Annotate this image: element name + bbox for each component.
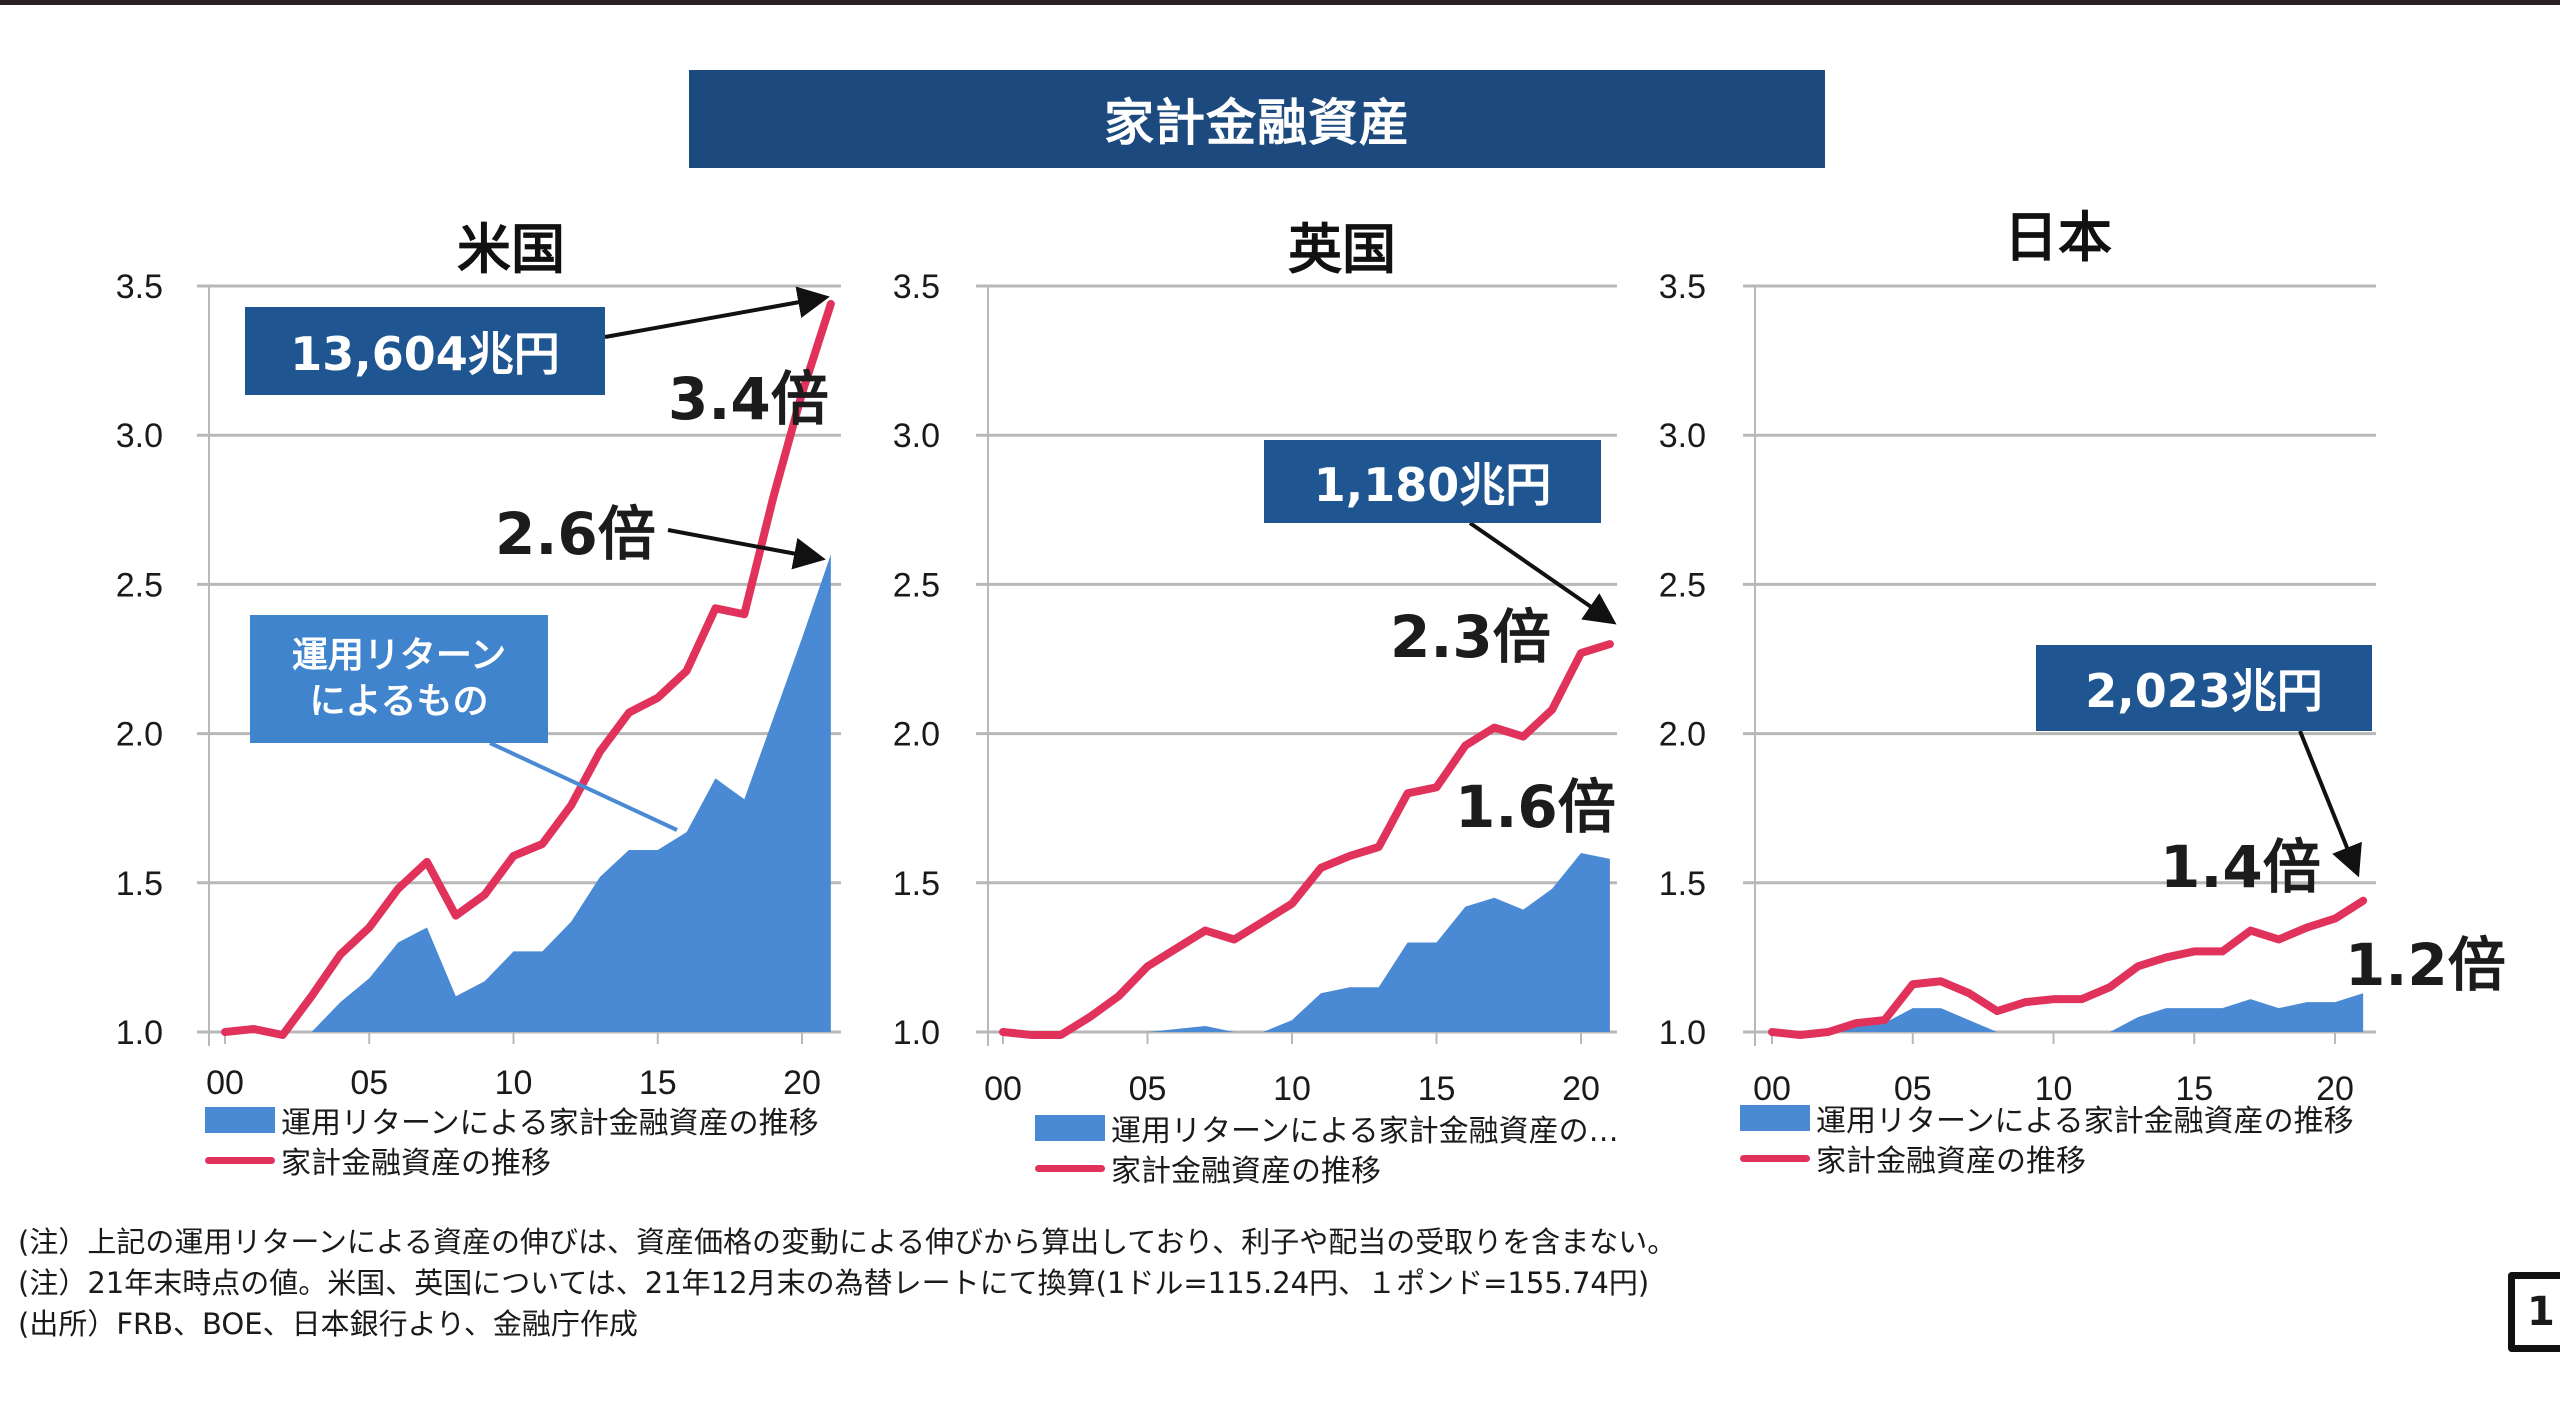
- line-series-total: [1768, 896, 2368, 1039]
- x-tick-label: 00: [984, 1070, 1022, 1108]
- legend-label: 運用リターンによる家計金融資産の推移: [281, 1106, 819, 1141]
- x-tick-label: 10: [1273, 1070, 1311, 1108]
- page-title: 家計金融資産: [1104, 94, 1410, 152]
- legend-item-line: 家計金融資産の推移: [1740, 1138, 2354, 1179]
- chart-us: 1.0 1.5 2.0 2.5 3.0 3.5 00 05 10 15 20: [116, 268, 841, 1102]
- legend-label: 家計金融資産の推移: [1816, 1144, 2086, 1179]
- x-tick-label: 00: [206, 1064, 244, 1102]
- y-tick-label: 2.5: [893, 566, 940, 604]
- us-area-multiple: 2.6倍: [495, 500, 656, 568]
- uk-total-callout: 1,180兆円: [1264, 440, 1601, 523]
- x-tick-label: 20: [783, 1064, 821, 1102]
- x-tick-label: 20: [2316, 1070, 2354, 1108]
- us-area-label-line1: 運用リターン: [291, 635, 507, 676]
- y-tick-label: 1.5: [116, 865, 163, 903]
- x-tick-label: 20: [1562, 1070, 1600, 1108]
- line-series-total: [999, 640, 1614, 1039]
- page-number: 1: [2527, 1289, 2555, 1335]
- legend-label: 運用リターンによる家計金融資産の推移: [1816, 1104, 2354, 1139]
- y-tick-label: 3.0: [116, 417, 163, 455]
- y-tick-label: 3.5: [893, 268, 940, 306]
- y-tick-label: 2.5: [116, 566, 163, 604]
- uk-area-multiple: 1.6倍: [1455, 773, 1616, 841]
- x-tick-label: 10: [2035, 1070, 2073, 1108]
- area-series-returns: [1003, 852, 1610, 1032]
- us-total-callout: 13,604兆円: [245, 307, 605, 395]
- footnote-3: (出所）FRB、BOE、日本銀行より、金融庁作成: [18, 1307, 638, 1341]
- x-tick-label: 15: [2175, 1070, 2213, 1108]
- us-total-amount: 13,604兆円: [290, 327, 560, 381]
- line-series-total: [221, 299, 835, 1039]
- legend-label: 家計金融資産の推移: [281, 1146, 551, 1181]
- uk-total-amount: 1,180兆円: [1313, 457, 1552, 512]
- line-swatch-icon: [1740, 1154, 1810, 1162]
- y-tick-label: 1.0: [893, 1014, 940, 1052]
- chart-uk: 1.0 1.5 2.0 2.5 3.0 3.5 00 05 10 15 20: [893, 268, 1617, 1108]
- legend-item-area: 運用リターンによる家計金融資産の推移: [205, 1100, 819, 1141]
- y-tick-label: 2.0: [893, 716, 940, 754]
- us-line-multiple: 3.4倍: [668, 365, 829, 433]
- uk-line-multiple: 2.3倍: [1390, 603, 1551, 671]
- footnotes: (注）上記の運用リターンによる資産の伸びは、資産価格の変動による伸びから算出して…: [18, 1222, 1676, 1345]
- legend-uk: 運用リターンによる家計金融資産の… 家計金融資産の推移: [1035, 1108, 1619, 1189]
- legend-label: 家計金融資産の推移: [1111, 1154, 1381, 1189]
- page-title-banner: 家計金融資産: [689, 70, 1825, 168]
- x-tick-label: 00: [1753, 1070, 1791, 1108]
- legend-item-line: 家計金融資産の推移: [1035, 1148, 1619, 1189]
- legend-label: 運用リターンによる家計金融資産の…: [1111, 1114, 1619, 1149]
- y-tick-label: 2.5: [1659, 566, 1706, 604]
- jp-line-multiple: 1.4倍: [2160, 833, 2321, 901]
- footnote-2: (注）21年末時点の値。米国、英国については、21年12月末の為替レートにて換算…: [18, 1266, 1650, 1300]
- us-total-arrow: [604, 286, 830, 339]
- uk-total-arrow: [1468, 521, 1617, 625]
- chart-title-jp: 日本: [2004, 206, 2112, 269]
- footnote-1: (注）上記の運用リターンによる資産の伸びは、資産価格の変動による伸びから算出して…: [18, 1225, 1677, 1259]
- y-tick-label: 3.0: [1659, 417, 1706, 455]
- y-tick-label: 1.0: [1659, 1014, 1706, 1052]
- us-area-arrow: [667, 528, 826, 570]
- x-tick-label: 15: [639, 1064, 677, 1102]
- legend-us: 運用リターンによる家計金融資産の推移 家計金融資産の推移: [205, 1100, 819, 1181]
- chart-title-uk: 英国: [1288, 218, 1396, 281]
- legend-item-area: 運用リターンによる家計金融資産の推移: [1740, 1098, 2354, 1139]
- y-tick-label: 3.5: [116, 268, 163, 306]
- y-tick-label: 1.5: [893, 865, 940, 903]
- y-tick-label: 1.5: [1659, 865, 1706, 903]
- page-number-box: 1: [2508, 1272, 2560, 1352]
- area-series-returns: [225, 554, 831, 1032]
- area-series-returns: [1772, 993, 2364, 1032]
- annotation-arrows: [489, 286, 2362, 878]
- chart-jp: 1.0 1.5 2.0 2.5 3.0 3.5 00 05 10 15 20: [1659, 268, 2376, 1108]
- us-area-label-callout: 運用リターン によるもの: [250, 615, 548, 743]
- area-swatch-icon: [1740, 1105, 1810, 1131]
- x-tick-label: 05: [1129, 1070, 1167, 1108]
- us-area-label-line2: によるもの: [309, 681, 489, 722]
- us-callout-leader: [489, 741, 678, 832]
- area-swatch-icon: [205, 1107, 275, 1133]
- chart-title-us: 米国: [457, 218, 565, 281]
- y-tick-label: 3.0: [893, 417, 940, 455]
- x-tick-label: 05: [1894, 1070, 1932, 1108]
- x-tick-label: 05: [350, 1064, 388, 1102]
- legend-item-line: 家計金融資産の推移: [205, 1140, 819, 1181]
- line-swatch-icon: [1035, 1164, 1105, 1172]
- legend-jp: 運用リターンによる家計金融資産の推移 家計金融資産の推移: [1740, 1098, 2354, 1179]
- area-swatch-icon: [1035, 1115, 1105, 1141]
- legend-item-area: 運用リターンによる家計金融資産の…: [1035, 1108, 1619, 1149]
- y-tick-label: 3.5: [1659, 268, 1706, 306]
- jp-total-callout: 2,023兆円: [2036, 645, 2372, 731]
- jp-total-amount: 2,023兆円: [2085, 664, 2323, 718]
- x-tick-label: 10: [495, 1064, 533, 1102]
- jp-area-multiple: 1.2倍: [2345, 931, 2506, 999]
- y-tick-label: 2.0: [116, 716, 163, 754]
- line-swatch-icon: [205, 1156, 275, 1164]
- x-tick-label: 15: [1418, 1070, 1456, 1108]
- top-border: [0, 0, 2560, 5]
- jp-total-arrow: [2298, 730, 2362, 878]
- y-tick-label: 2.0: [1659, 716, 1706, 754]
- y-tick-label: 1.0: [116, 1014, 163, 1052]
